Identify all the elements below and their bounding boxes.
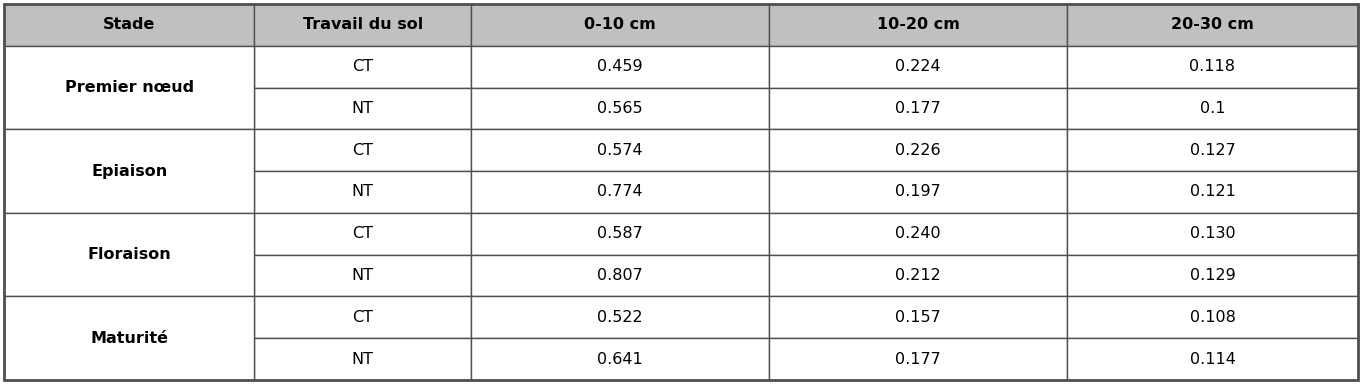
Bar <box>770 213 1066 255</box>
Bar <box>255 129 471 171</box>
Text: NT: NT <box>351 268 373 283</box>
Text: 0.118: 0.118 <box>1189 59 1235 74</box>
Bar <box>4 213 255 296</box>
Text: CT: CT <box>353 310 373 325</box>
Bar <box>4 46 255 129</box>
Bar <box>4 129 255 213</box>
Bar <box>4 4 255 46</box>
Bar <box>255 255 471 296</box>
Bar <box>471 129 770 171</box>
Text: 0.130: 0.130 <box>1189 226 1235 241</box>
Text: Maturité: Maturité <box>90 331 169 346</box>
Text: 0.574: 0.574 <box>598 143 643 158</box>
Bar <box>255 296 471 338</box>
Text: 0.522: 0.522 <box>598 310 643 325</box>
Text: 0.226: 0.226 <box>895 143 941 158</box>
Bar <box>1066 88 1358 129</box>
Text: 0.224: 0.224 <box>895 59 941 74</box>
Text: Premier nœud: Premier nœud <box>64 80 193 95</box>
Bar <box>471 255 770 296</box>
Text: 0.121: 0.121 <box>1189 184 1235 200</box>
Bar <box>1066 255 1358 296</box>
Bar <box>471 4 770 46</box>
Bar <box>770 46 1066 88</box>
Bar <box>1066 171 1358 213</box>
Text: CT: CT <box>353 143 373 158</box>
Text: 0.587: 0.587 <box>597 226 643 241</box>
Bar <box>1066 4 1358 46</box>
Text: 0.177: 0.177 <box>895 352 941 367</box>
Text: Epiaison: Epiaison <box>91 164 168 179</box>
Text: 0.127: 0.127 <box>1189 143 1235 158</box>
Text: 0.641: 0.641 <box>597 352 643 367</box>
Bar <box>1066 338 1358 380</box>
Text: 0-10 cm: 0-10 cm <box>584 17 656 32</box>
Text: 0.459: 0.459 <box>598 59 643 74</box>
Text: 0.565: 0.565 <box>598 101 643 116</box>
Bar <box>471 46 770 88</box>
Text: 0.212: 0.212 <box>895 268 941 283</box>
Bar <box>471 213 770 255</box>
Bar <box>770 129 1066 171</box>
Bar <box>1066 296 1358 338</box>
Text: NT: NT <box>351 101 373 116</box>
Bar <box>770 338 1066 380</box>
Bar <box>4 296 255 380</box>
Text: Floraison: Floraison <box>87 247 172 262</box>
Bar <box>471 338 770 380</box>
Text: 0.240: 0.240 <box>895 226 941 241</box>
Text: 0.774: 0.774 <box>598 184 643 200</box>
Text: 10-20 cm: 10-20 cm <box>877 17 959 32</box>
Bar <box>471 88 770 129</box>
Text: Travail du sol: Travail du sol <box>302 17 424 32</box>
Bar <box>1066 129 1358 171</box>
Text: CT: CT <box>353 226 373 241</box>
Text: 0.129: 0.129 <box>1189 268 1235 283</box>
Text: 0.177: 0.177 <box>895 101 941 116</box>
Text: 0.108: 0.108 <box>1189 310 1235 325</box>
Bar <box>1066 46 1358 88</box>
Bar <box>471 296 770 338</box>
Bar <box>255 4 471 46</box>
Text: 0.157: 0.157 <box>895 310 941 325</box>
Text: 0.114: 0.114 <box>1189 352 1235 367</box>
Bar <box>770 171 1066 213</box>
Bar <box>770 296 1066 338</box>
Text: CT: CT <box>353 59 373 74</box>
Bar <box>255 88 471 129</box>
Bar <box>255 338 471 380</box>
Text: NT: NT <box>351 352 373 367</box>
Bar <box>770 255 1066 296</box>
Bar <box>770 88 1066 129</box>
Bar <box>770 4 1066 46</box>
Bar <box>471 171 770 213</box>
Bar <box>255 213 471 255</box>
Text: 0.197: 0.197 <box>895 184 941 200</box>
Text: 0.807: 0.807 <box>597 268 643 283</box>
Text: 0.1: 0.1 <box>1200 101 1226 116</box>
Text: 20-30 cm: 20-30 cm <box>1171 17 1254 32</box>
Text: Stade: Stade <box>104 17 155 32</box>
Bar <box>255 46 471 88</box>
Bar <box>255 171 471 213</box>
Bar <box>1066 213 1358 255</box>
Text: NT: NT <box>351 184 373 200</box>
